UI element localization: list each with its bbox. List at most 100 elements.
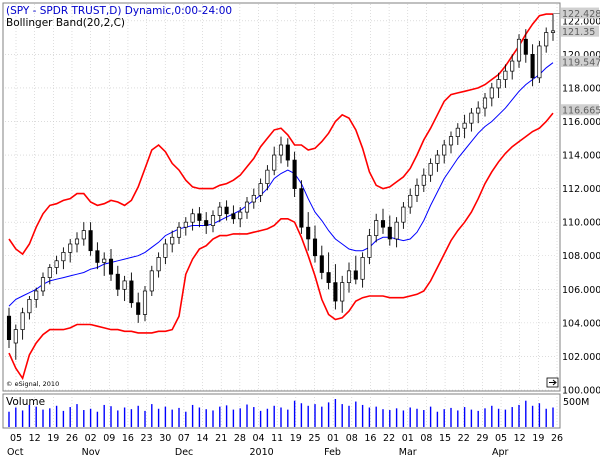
candle-body xyxy=(163,243,168,258)
candle xyxy=(489,82,494,107)
candle-body xyxy=(224,206,229,215)
candle-body xyxy=(340,282,345,302)
x-month-label: Feb xyxy=(324,447,341,458)
candle xyxy=(516,34,522,68)
x-tick-label: 23 xyxy=(141,433,153,444)
candle xyxy=(54,255,59,275)
x-month-label: Dec xyxy=(175,447,193,458)
candle-body xyxy=(448,136,454,146)
candle xyxy=(428,158,433,182)
x-tick-label: 19 xyxy=(47,433,59,444)
x-tick-label: 02 xyxy=(85,433,97,444)
candle-body xyxy=(244,201,250,213)
candle xyxy=(238,207,243,228)
candle-body xyxy=(278,144,284,156)
candle-body xyxy=(414,184,420,196)
candle-body xyxy=(251,194,256,203)
x-tick-label: 26 xyxy=(66,433,78,444)
candle-body xyxy=(129,280,134,304)
candle-body xyxy=(149,270,154,292)
candle-body xyxy=(306,226,311,240)
candle-body xyxy=(34,290,39,300)
copyright-text: © eSignal, 2010 xyxy=(6,380,59,388)
candle-body xyxy=(312,238,318,257)
candle xyxy=(380,208,386,234)
candle xyxy=(510,54,515,80)
candle-body xyxy=(530,53,535,79)
candle-body xyxy=(265,169,270,184)
candle xyxy=(482,92,488,117)
candle-body xyxy=(197,213,202,221)
candle-body xyxy=(156,257,161,272)
x-tick-label: 26 xyxy=(551,433,563,444)
candle xyxy=(462,114,467,139)
x-tick-label: 11 xyxy=(271,433,283,444)
candle xyxy=(346,262,352,293)
candle-body xyxy=(523,38,528,55)
candle-body xyxy=(496,79,501,89)
candle xyxy=(13,324,18,360)
candle xyxy=(197,207,202,228)
y-tick-label: 122.000 xyxy=(562,16,600,27)
candle-body xyxy=(360,257,365,280)
candle xyxy=(374,213,379,243)
candle-body xyxy=(374,220,379,236)
y-tick-label: 116.000 xyxy=(562,117,600,128)
candle xyxy=(503,64,508,88)
candle-body xyxy=(510,60,515,72)
x-tick-label: 08 xyxy=(346,433,358,444)
candle-body xyxy=(40,277,46,292)
candle xyxy=(156,252,161,278)
candle-body xyxy=(428,163,433,176)
candle xyxy=(108,249,114,281)
candle-body xyxy=(74,238,80,245)
y-value-marker-box xyxy=(561,104,599,116)
y-value-marker-label: 122.428 xyxy=(562,9,600,20)
x-tick-label: 25 xyxy=(308,433,320,444)
candle xyxy=(149,265,154,297)
candle-body xyxy=(401,206,406,223)
x-tick-label: 19 xyxy=(290,433,302,444)
x-month-label: Oct xyxy=(7,447,24,458)
x-tick-label: 19 xyxy=(532,433,544,444)
candle xyxy=(163,238,168,265)
candle xyxy=(102,252,107,276)
candle-body xyxy=(210,215,216,226)
candle-body xyxy=(299,188,304,228)
bollinger-bands xyxy=(8,13,554,381)
candle xyxy=(455,123,460,145)
candle xyxy=(129,272,134,308)
candle-body xyxy=(455,127,460,137)
candle-body xyxy=(190,213,195,223)
candle-body xyxy=(27,299,32,314)
candle xyxy=(469,108,474,132)
candle-body xyxy=(333,282,338,302)
y-tick-label: 100.000 xyxy=(562,386,600,397)
x-month-label: Mar xyxy=(399,447,417,458)
x-tick-label: 16 xyxy=(122,433,134,444)
candle xyxy=(408,188,413,214)
candle-body xyxy=(292,159,297,189)
candle xyxy=(367,228,372,265)
candle-body xyxy=(231,213,236,220)
candle-body xyxy=(68,243,73,253)
candle xyxy=(6,307,12,349)
candle-body xyxy=(516,38,522,62)
candle-body xyxy=(394,221,399,240)
candle-body xyxy=(81,230,86,240)
candle xyxy=(95,242,100,270)
x-tick-label: 15 xyxy=(439,433,451,444)
candle-body xyxy=(108,258,114,275)
y-tick-label: 118.000 xyxy=(562,83,600,94)
candle xyxy=(136,292,141,323)
x-tick-label: 12 xyxy=(514,433,526,444)
candle xyxy=(61,247,66,270)
chart-title: (SPY - SPDR TRUST,D) Dynamic,0:00-24:00 xyxy=(6,5,232,17)
candle-body xyxy=(122,280,127,290)
candle xyxy=(285,138,290,167)
scroll-right-icon[interactable] xyxy=(546,377,559,388)
x-tick-label: 30 xyxy=(159,433,171,444)
candle xyxy=(204,212,209,234)
candle xyxy=(210,210,216,233)
